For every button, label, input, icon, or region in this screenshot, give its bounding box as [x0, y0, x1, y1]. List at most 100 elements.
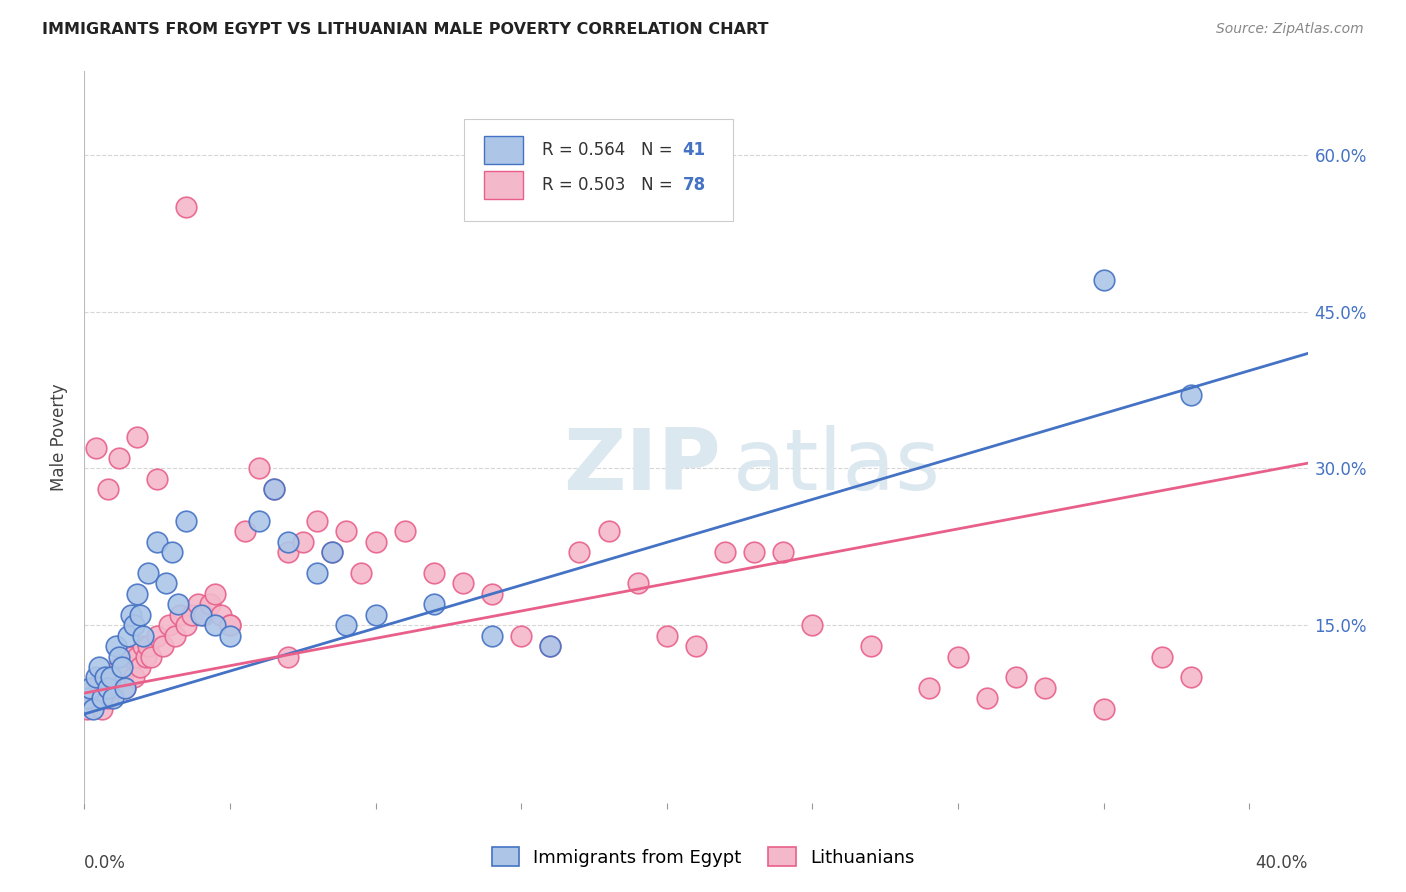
Point — [219, 629, 242, 643]
Point — [84, 441, 107, 455]
Point — [131, 639, 153, 653]
Point — [174, 200, 197, 214]
Point — [193, 607, 215, 622]
Point — [111, 660, 134, 674]
Point — [209, 607, 232, 622]
Point — [364, 534, 387, 549]
Point — [93, 681, 115, 695]
Point — [598, 524, 620, 538]
Point — [918, 681, 941, 695]
Point — [138, 566, 160, 580]
Legend: Immigrants from Egypt, Lithuanians: Immigrants from Egypt, Lithuanians — [485, 840, 921, 874]
Point — [93, 670, 115, 684]
Point — [263, 483, 285, 497]
Point — [97, 691, 120, 706]
Point — [120, 607, 142, 622]
Point — [125, 649, 148, 664]
Point — [350, 566, 373, 580]
Point — [1092, 273, 1115, 287]
Point — [801, 618, 824, 632]
Text: 0.0%: 0.0% — [84, 854, 127, 872]
Point — [481, 629, 503, 643]
Text: 41: 41 — [682, 141, 706, 160]
Point — [627, 576, 650, 591]
Bar — [484, 136, 523, 164]
Point — [859, 639, 882, 653]
Point — [364, 607, 387, 622]
Point — [169, 607, 191, 622]
Point — [79, 691, 101, 706]
Point — [772, 545, 794, 559]
Point — [742, 545, 765, 559]
Point — [82, 681, 104, 695]
Point — [655, 629, 678, 643]
Point — [160, 545, 183, 559]
Point — [187, 597, 209, 611]
Point — [108, 450, 131, 465]
Point — [117, 660, 139, 674]
Text: R = 0.564   N =: R = 0.564 N = — [541, 141, 678, 160]
Point — [76, 691, 98, 706]
Point — [97, 681, 120, 695]
Point — [190, 607, 212, 622]
Point — [128, 660, 150, 674]
Point — [946, 649, 969, 664]
Point — [108, 660, 131, 674]
Point — [277, 649, 299, 664]
Point — [146, 472, 169, 486]
Point — [277, 534, 299, 549]
Point — [174, 618, 197, 632]
Text: 78: 78 — [682, 176, 706, 194]
Point — [146, 629, 169, 643]
Point — [166, 597, 188, 611]
Point — [152, 639, 174, 653]
Text: Source: ZipAtlas.com: Source: ZipAtlas.com — [1216, 22, 1364, 37]
Point — [128, 607, 150, 622]
Point — [307, 514, 329, 528]
Point — [510, 629, 533, 643]
Point — [538, 639, 561, 653]
Point — [76, 702, 98, 716]
Point — [135, 649, 157, 664]
Point — [114, 681, 136, 695]
Point — [97, 483, 120, 497]
Point — [111, 670, 134, 684]
Text: ZIP: ZIP — [562, 425, 720, 508]
Point — [1180, 388, 1202, 402]
Point — [1092, 702, 1115, 716]
Text: 40.0%: 40.0% — [1256, 854, 1308, 872]
Point — [103, 681, 125, 695]
Point — [125, 430, 148, 444]
Point — [131, 629, 153, 643]
Point — [394, 524, 416, 538]
Point — [291, 534, 314, 549]
Point — [204, 587, 226, 601]
Point — [247, 461, 270, 475]
Point — [122, 618, 145, 632]
Point — [538, 639, 561, 653]
Point — [1150, 649, 1173, 664]
Text: IMMIGRANTS FROM EGYPT VS LITHUANIAN MALE POVERTY CORRELATION CHART: IMMIGRANTS FROM EGYPT VS LITHUANIAN MALE… — [42, 22, 769, 37]
Point — [263, 483, 285, 497]
Y-axis label: Male Poverty: Male Poverty — [51, 384, 69, 491]
Point — [87, 681, 110, 695]
Point — [120, 649, 142, 664]
Bar — [484, 171, 523, 199]
Point — [423, 597, 446, 611]
Point — [163, 629, 186, 643]
Point — [1035, 681, 1057, 695]
Point — [100, 670, 122, 684]
FancyBboxPatch shape — [464, 119, 733, 221]
Point — [146, 534, 169, 549]
Point — [100, 670, 122, 684]
Point — [84, 691, 107, 706]
Point — [79, 681, 101, 695]
Point — [219, 618, 242, 632]
Point — [335, 618, 357, 632]
Point — [122, 670, 145, 684]
Point — [90, 702, 112, 716]
Point — [103, 691, 125, 706]
Point — [335, 524, 357, 538]
Point — [82, 702, 104, 716]
Point — [84, 670, 107, 684]
